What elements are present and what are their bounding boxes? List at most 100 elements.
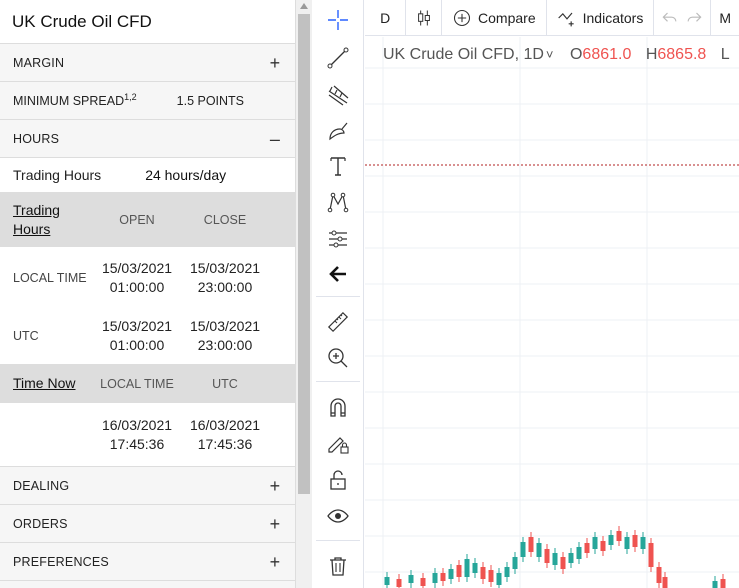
trend-line-icon[interactable] xyxy=(324,44,352,72)
orders-section-header[interactable]: ORDERS + xyxy=(0,505,295,543)
drawing-toolbar xyxy=(312,0,364,588)
price-chart[interactable] xyxy=(365,37,739,588)
collapse-icon[interactable]: – xyxy=(269,128,281,149)
chart-top-toolbar: D Compare Indicators M xyxy=(365,0,739,36)
candle-body xyxy=(592,537,598,549)
fib-retracement-icon[interactable] xyxy=(324,81,352,109)
toolbar-separator xyxy=(316,296,360,297)
brush-icon[interactable] xyxy=(324,117,352,145)
back-arrow-icon[interactable] xyxy=(324,260,352,288)
candle-body xyxy=(720,579,726,588)
pattern-icon[interactable] xyxy=(324,188,352,216)
expand-icon[interactable]: + xyxy=(269,52,281,73)
trading-hours-table-header: Trading Hours OPEN CLOSE xyxy=(0,192,295,247)
candle-body xyxy=(504,567,510,577)
unlock-icon[interactable] xyxy=(324,466,352,494)
dealing-section-header[interactable]: DEALING + xyxy=(0,467,295,505)
close-column-header: CLOSE xyxy=(203,212,247,227)
grid xyxy=(365,37,739,588)
instrument-info-panel: UK Crude Oil CFD MARGIN + MINIMUM SPREAD… xyxy=(0,0,296,588)
interval-button[interactable]: D xyxy=(365,0,407,36)
margin-label: MARGIN xyxy=(13,55,65,70)
panel-scrollbar[interactable] xyxy=(296,0,312,588)
toolbar-separator xyxy=(316,381,360,382)
undo-icon[interactable] xyxy=(660,8,680,28)
candle-body xyxy=(440,573,446,581)
candle-body xyxy=(448,569,454,579)
preferences-section-header[interactable]: PREFERENCES + xyxy=(0,543,295,581)
candle-body xyxy=(432,573,438,583)
lock-drawing-icon[interactable] xyxy=(324,430,352,458)
table-row: LOCAL TIME 15/03/2021 01:00:00 15/03/2021… xyxy=(0,247,295,308)
candle-body xyxy=(520,542,526,557)
crosshair-icon[interactable] xyxy=(324,6,352,34)
preferences-label: PREFERENCES xyxy=(13,554,109,569)
chart-area[interactable]: D Compare Indicators M UK Crude Oil CFD,… xyxy=(365,0,739,588)
candles-icon xyxy=(417,10,430,25)
toolbar-separator xyxy=(316,540,360,541)
candle-body xyxy=(640,537,646,549)
candle-body xyxy=(420,578,426,586)
indicators-label: Indicators xyxy=(582,9,644,26)
time-now-link[interactable]: Time Now xyxy=(13,375,76,391)
magnet-icon[interactable] xyxy=(324,394,352,422)
redo-icon[interactable] xyxy=(684,8,704,28)
row-label: UTC xyxy=(13,329,39,343)
candle-body xyxy=(576,547,582,559)
candle-body xyxy=(608,535,614,545)
symbol-label[interactable]: UK Crude Oil CFD, 1D xyxy=(383,46,544,63)
candle-body xyxy=(656,567,662,583)
chart-type-button[interactable] xyxy=(406,0,443,36)
scroll-up-arrow-icon[interactable] xyxy=(300,3,308,9)
high-value: 6865.8 xyxy=(657,46,707,63)
compare-button[interactable]: Compare xyxy=(442,0,547,36)
time-now-table-header: Time Now LOCAL TIME UTC xyxy=(0,364,295,403)
scrollbar-thumb[interactable] xyxy=(298,14,310,494)
trading-hours-value: 24 hours/day xyxy=(145,167,227,183)
candle-body xyxy=(456,565,462,577)
utc-column-header: UTC xyxy=(212,376,238,391)
trash-icon[interactable] xyxy=(324,552,352,580)
indicators-button[interactable]: Indicators xyxy=(547,0,655,36)
orders-label: ORDERS xyxy=(13,516,68,531)
candle-body xyxy=(496,573,502,585)
hours-section-header[interactable]: HOURS – xyxy=(0,120,295,158)
close-cell: 15/03/2021 23:00:00 xyxy=(189,318,261,353)
trading-hours-link[interactable]: Trading Hours xyxy=(13,201,60,237)
utc-time-cell: 16/03/2021 17:45:36 xyxy=(189,416,261,452)
expand-icon[interactable]: + xyxy=(269,551,281,572)
undo-redo-group xyxy=(654,0,712,36)
candle-body xyxy=(408,575,414,583)
candle-series xyxy=(384,526,726,588)
margin-section-header[interactable]: MARGIN + xyxy=(0,44,295,82)
prediction-measure-icon[interactable] xyxy=(324,225,352,253)
zoom-in-icon[interactable] xyxy=(324,344,352,372)
candle-body xyxy=(544,549,550,563)
candle-body xyxy=(472,563,478,573)
candle-body xyxy=(560,557,566,569)
dealing-label: DEALING xyxy=(13,478,70,493)
candle-body xyxy=(480,567,486,579)
low-label: L xyxy=(720,46,730,63)
minimum-spread-value: 1.5 POINTS xyxy=(176,93,245,108)
expand-icon[interactable]: + xyxy=(269,475,281,496)
open-cell: 15/03/2021 01:00:00 xyxy=(101,259,173,295)
local-time-column-header: LOCAL TIME xyxy=(100,376,174,391)
candle-body xyxy=(584,543,590,553)
candle-body xyxy=(662,577,668,588)
chevron-down-icon[interactable]: ˅ xyxy=(545,47,554,62)
trading-hours-label: Trading Hours xyxy=(13,167,102,183)
open-cell: 15/03/2021 01:00:00 xyxy=(101,318,173,353)
more-button[interactable]: M xyxy=(719,9,731,26)
minimum-spread-row: MINIMUM SPREAD1,2 1.5 POINTS xyxy=(0,82,295,120)
candle-body xyxy=(396,579,402,587)
ruler-icon[interactable] xyxy=(324,308,352,336)
candle-body xyxy=(384,577,390,585)
compare-label: Compare xyxy=(478,9,536,26)
text-icon[interactable] xyxy=(324,152,352,180)
candle-body xyxy=(512,557,518,569)
candle-body xyxy=(552,553,558,565)
candle-body xyxy=(624,537,630,549)
expand-icon[interactable]: + xyxy=(269,513,281,534)
eye-icon[interactable] xyxy=(324,502,352,530)
